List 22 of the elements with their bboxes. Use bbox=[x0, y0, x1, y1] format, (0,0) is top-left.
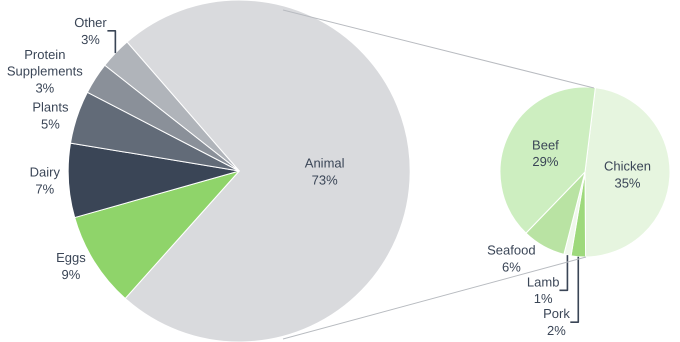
slice-label: Animal bbox=[304, 156, 345, 171]
data-label: 3% bbox=[35, 80, 55, 96]
slice-label: Dairy bbox=[30, 164, 60, 180]
data-label: 35% bbox=[614, 175, 641, 190]
data-label: 5% bbox=[41, 116, 60, 132]
slice-label: Pork bbox=[543, 306, 570, 322]
slice-label: Eggs bbox=[56, 250, 86, 266]
data-label: 7% bbox=[35, 182, 55, 197]
slice-label: Other bbox=[74, 14, 108, 30]
data-label: 6% bbox=[502, 259, 522, 274]
slice-label: Chicken bbox=[604, 158, 651, 174]
data-label: 3% bbox=[81, 32, 100, 47]
data-label: 1% bbox=[534, 291, 554, 306]
slice-label: Lamb bbox=[526, 274, 560, 290]
data-label: 29% bbox=[532, 154, 559, 170]
slice-label: Protein Supplements bbox=[6, 46, 84, 79]
data-label: 2% bbox=[547, 323, 566, 338]
slice-label: Beef bbox=[532, 137, 560, 152]
data-label: 73% bbox=[312, 172, 338, 188]
data-label: 9% bbox=[62, 267, 81, 282]
slice-label: Seafood bbox=[487, 242, 536, 258]
slice-label: Plants bbox=[32, 99, 69, 114]
